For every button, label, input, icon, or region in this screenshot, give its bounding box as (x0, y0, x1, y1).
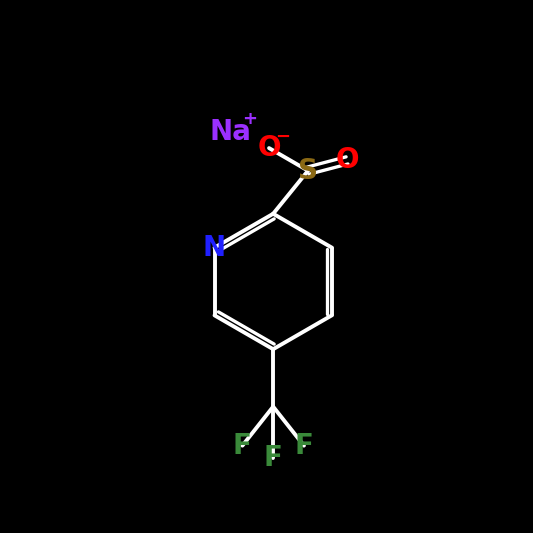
Text: F: F (233, 432, 252, 459)
Text: N: N (203, 233, 226, 262)
Text: +: + (243, 110, 257, 128)
Text: O: O (335, 147, 359, 174)
Text: S: S (298, 157, 318, 184)
Text: F: F (295, 432, 313, 459)
Text: O: O (257, 134, 281, 162)
Text: F: F (264, 444, 282, 472)
Text: −: − (275, 127, 290, 146)
Text: Na: Na (209, 118, 251, 146)
